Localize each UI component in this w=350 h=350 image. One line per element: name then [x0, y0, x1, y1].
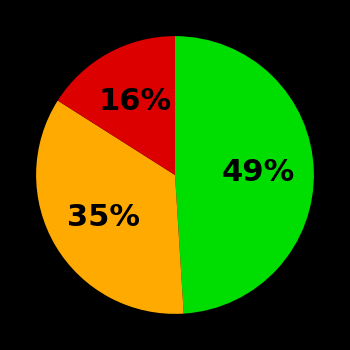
Text: 49%: 49%	[222, 158, 295, 187]
Wedge shape	[58, 36, 175, 175]
Text: 16%: 16%	[98, 88, 172, 117]
Wedge shape	[175, 36, 314, 314]
Wedge shape	[36, 100, 184, 314]
Text: 35%: 35%	[67, 203, 140, 232]
